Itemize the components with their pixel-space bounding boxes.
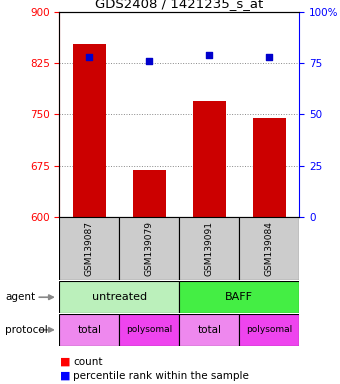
Bar: [193, 101, 226, 217]
Bar: [59, 281, 180, 313]
Text: GSM139079: GSM139079: [145, 221, 154, 276]
Text: protocol: protocol: [5, 325, 48, 335]
Bar: [119, 314, 179, 346]
Bar: [180, 217, 239, 280]
Text: ■: ■: [59, 371, 70, 381]
Bar: [59, 217, 119, 280]
Text: untreated: untreated: [92, 292, 147, 302]
Text: agent: agent: [5, 292, 35, 302]
Point: [87, 54, 92, 60]
Text: ■: ■: [59, 357, 70, 367]
Bar: [59, 314, 119, 346]
Text: GSM139091: GSM139091: [205, 221, 214, 276]
Point: [207, 51, 212, 58]
Bar: [73, 45, 106, 217]
Text: polysomal: polysomal: [246, 325, 292, 334]
Bar: [239, 314, 299, 346]
Bar: [180, 281, 299, 313]
Text: percentile rank within the sample: percentile rank within the sample: [73, 371, 249, 381]
Bar: [180, 314, 239, 346]
Point: [147, 58, 152, 64]
Bar: [253, 118, 286, 217]
Text: polysomal: polysomal: [126, 325, 172, 334]
Bar: [133, 170, 166, 217]
Bar: [119, 217, 179, 280]
Text: count: count: [73, 357, 103, 367]
Point: [267, 54, 272, 60]
Bar: [239, 217, 299, 280]
Text: GSM139087: GSM139087: [85, 221, 94, 276]
Text: BAFF: BAFF: [225, 292, 253, 302]
Text: total: total: [197, 325, 221, 335]
Text: GSM139084: GSM139084: [265, 221, 274, 276]
Text: total: total: [78, 325, 101, 335]
Title: GDS2408 / 1421235_s_at: GDS2408 / 1421235_s_at: [95, 0, 264, 10]
